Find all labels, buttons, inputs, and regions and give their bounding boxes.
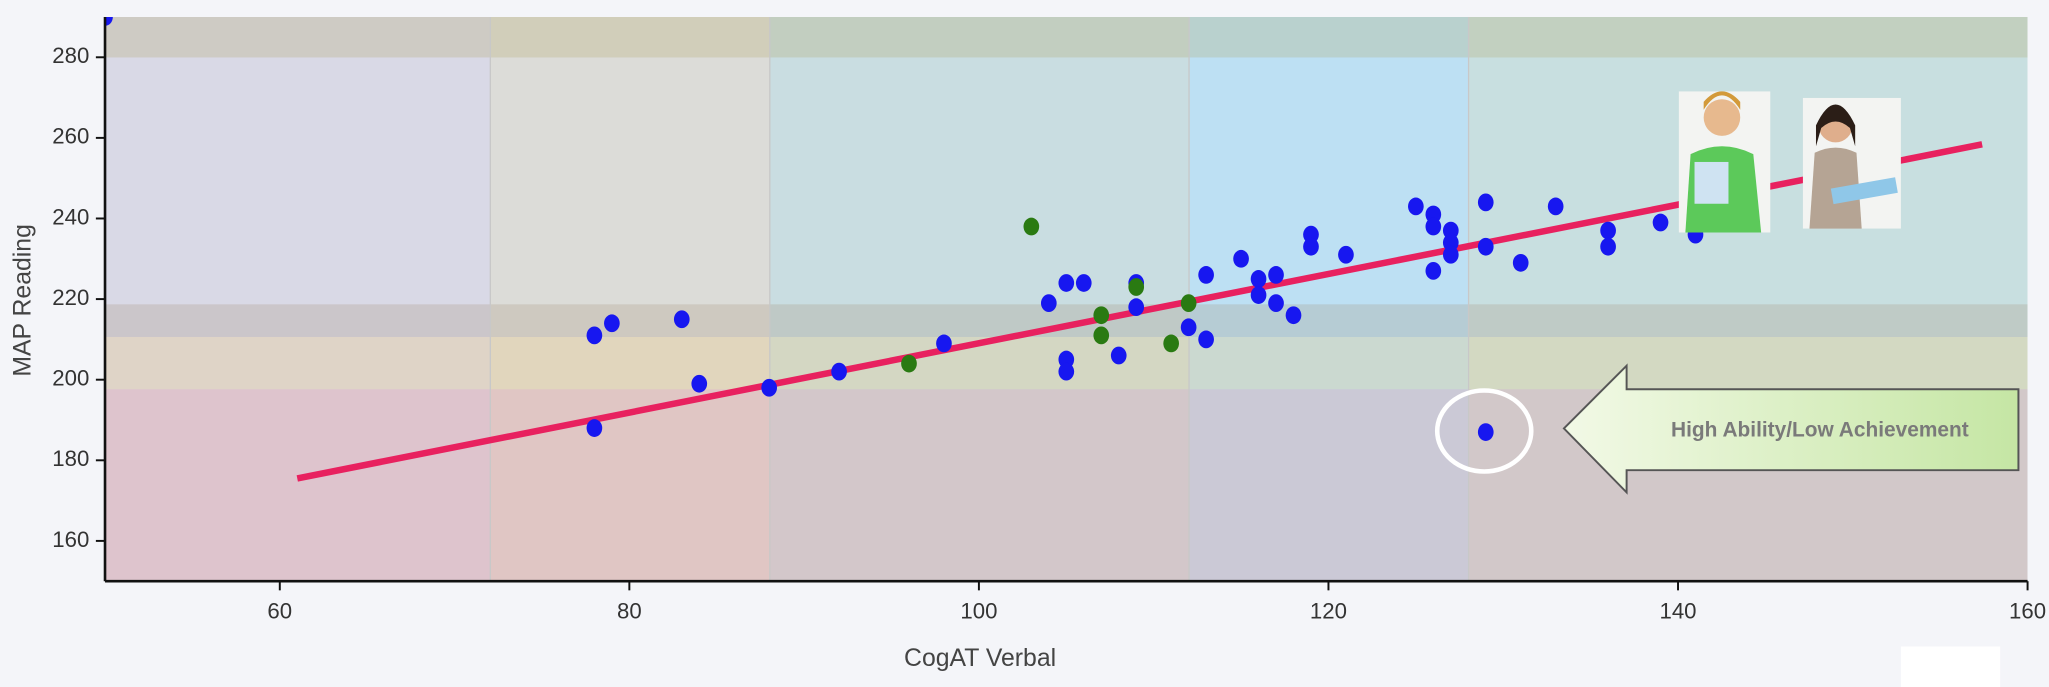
data-point bbox=[1477, 193, 1494, 212]
data-point bbox=[586, 419, 603, 437]
x-tick-label: 60 bbox=[267, 598, 292, 623]
data-point bbox=[1250, 270, 1267, 288]
y-tick-label: 200 bbox=[52, 366, 89, 391]
data-point bbox=[1180, 294, 1197, 313]
student-image bbox=[1802, 97, 1901, 229]
data-point bbox=[673, 310, 690, 329]
data-point bbox=[1128, 298, 1145, 317]
data-point bbox=[1600, 221, 1616, 240]
data-point bbox=[691, 374, 708, 393]
data-point bbox=[105, 16, 113, 26]
data-point bbox=[1425, 217, 1442, 236]
data-point bbox=[1163, 334, 1179, 353]
x-tick-label: 80 bbox=[617, 598, 642, 623]
data-point bbox=[1268, 266, 1284, 284]
data-point bbox=[1547, 197, 1564, 216]
data-point bbox=[1198, 330, 1214, 349]
y-tick-label: 260 bbox=[52, 124, 89, 149]
data-point bbox=[1442, 245, 1459, 264]
data-point bbox=[1338, 245, 1354, 264]
blank-box bbox=[1900, 646, 2001, 687]
callout-label: High Ability/Low Achievement bbox=[1671, 419, 1969, 442]
x-tick-label: 100 bbox=[960, 598, 997, 623]
data-point bbox=[1023, 217, 1040, 236]
data-point bbox=[761, 378, 778, 397]
data-point bbox=[1040, 294, 1057, 313]
data-point bbox=[936, 334, 952, 353]
data-point bbox=[1268, 294, 1284, 313]
data-point bbox=[586, 326, 603, 345]
data-point bbox=[1425, 262, 1442, 280]
callout-arrow bbox=[1562, 363, 2020, 495]
y-tick-label: 280 bbox=[52, 43, 89, 68]
x-tick-label: 160 bbox=[2009, 598, 2046, 623]
data-point bbox=[1180, 318, 1197, 337]
x-tick-label: 140 bbox=[1660, 598, 1697, 623]
x-axis-title: CogAT Verbal bbox=[904, 645, 1056, 672]
data-point bbox=[1652, 213, 1669, 232]
x-tick-label: 120 bbox=[1310, 598, 1347, 623]
data-point bbox=[1075, 274, 1092, 292]
zone bbox=[105, 304, 2028, 337]
zone bbox=[1189, 16, 1469, 582]
y-axis-title: MAP Reading bbox=[10, 224, 37, 377]
data-point bbox=[1093, 306, 1110, 325]
data-point bbox=[1408, 197, 1424, 216]
data-point bbox=[901, 354, 917, 373]
highlight-circle bbox=[1434, 388, 1534, 474]
data-point bbox=[831, 362, 847, 381]
data-point bbox=[1512, 253, 1529, 272]
data-point bbox=[604, 314, 620, 333]
student-image bbox=[1678, 91, 1771, 233]
data-point bbox=[1477, 423, 1494, 441]
zone bbox=[769, 16, 1190, 582]
data-point bbox=[1058, 274, 1075, 292]
y-tick-label: 240 bbox=[52, 204, 89, 229]
data-point bbox=[1093, 326, 1110, 345]
data-point bbox=[1285, 306, 1302, 325]
plot-area bbox=[105, 16, 1983, 482]
zone bbox=[490, 16, 770, 582]
data-point bbox=[1477, 237, 1494, 256]
data-point bbox=[1303, 237, 1319, 256]
y-tick-label: 220 bbox=[52, 285, 89, 310]
data-point bbox=[1110, 346, 1127, 365]
y-tick-label: 180 bbox=[52, 446, 89, 471]
data-point bbox=[1128, 278, 1145, 296]
data-point bbox=[1250, 286, 1267, 304]
data-point bbox=[1058, 362, 1075, 381]
data-point bbox=[1600, 237, 1616, 256]
zone bbox=[105, 16, 491, 582]
y-tick-label: 160 bbox=[52, 527, 89, 552]
zone bbox=[105, 16, 2028, 58]
data-point bbox=[1198, 266, 1214, 284]
data-point bbox=[1233, 249, 1249, 268]
